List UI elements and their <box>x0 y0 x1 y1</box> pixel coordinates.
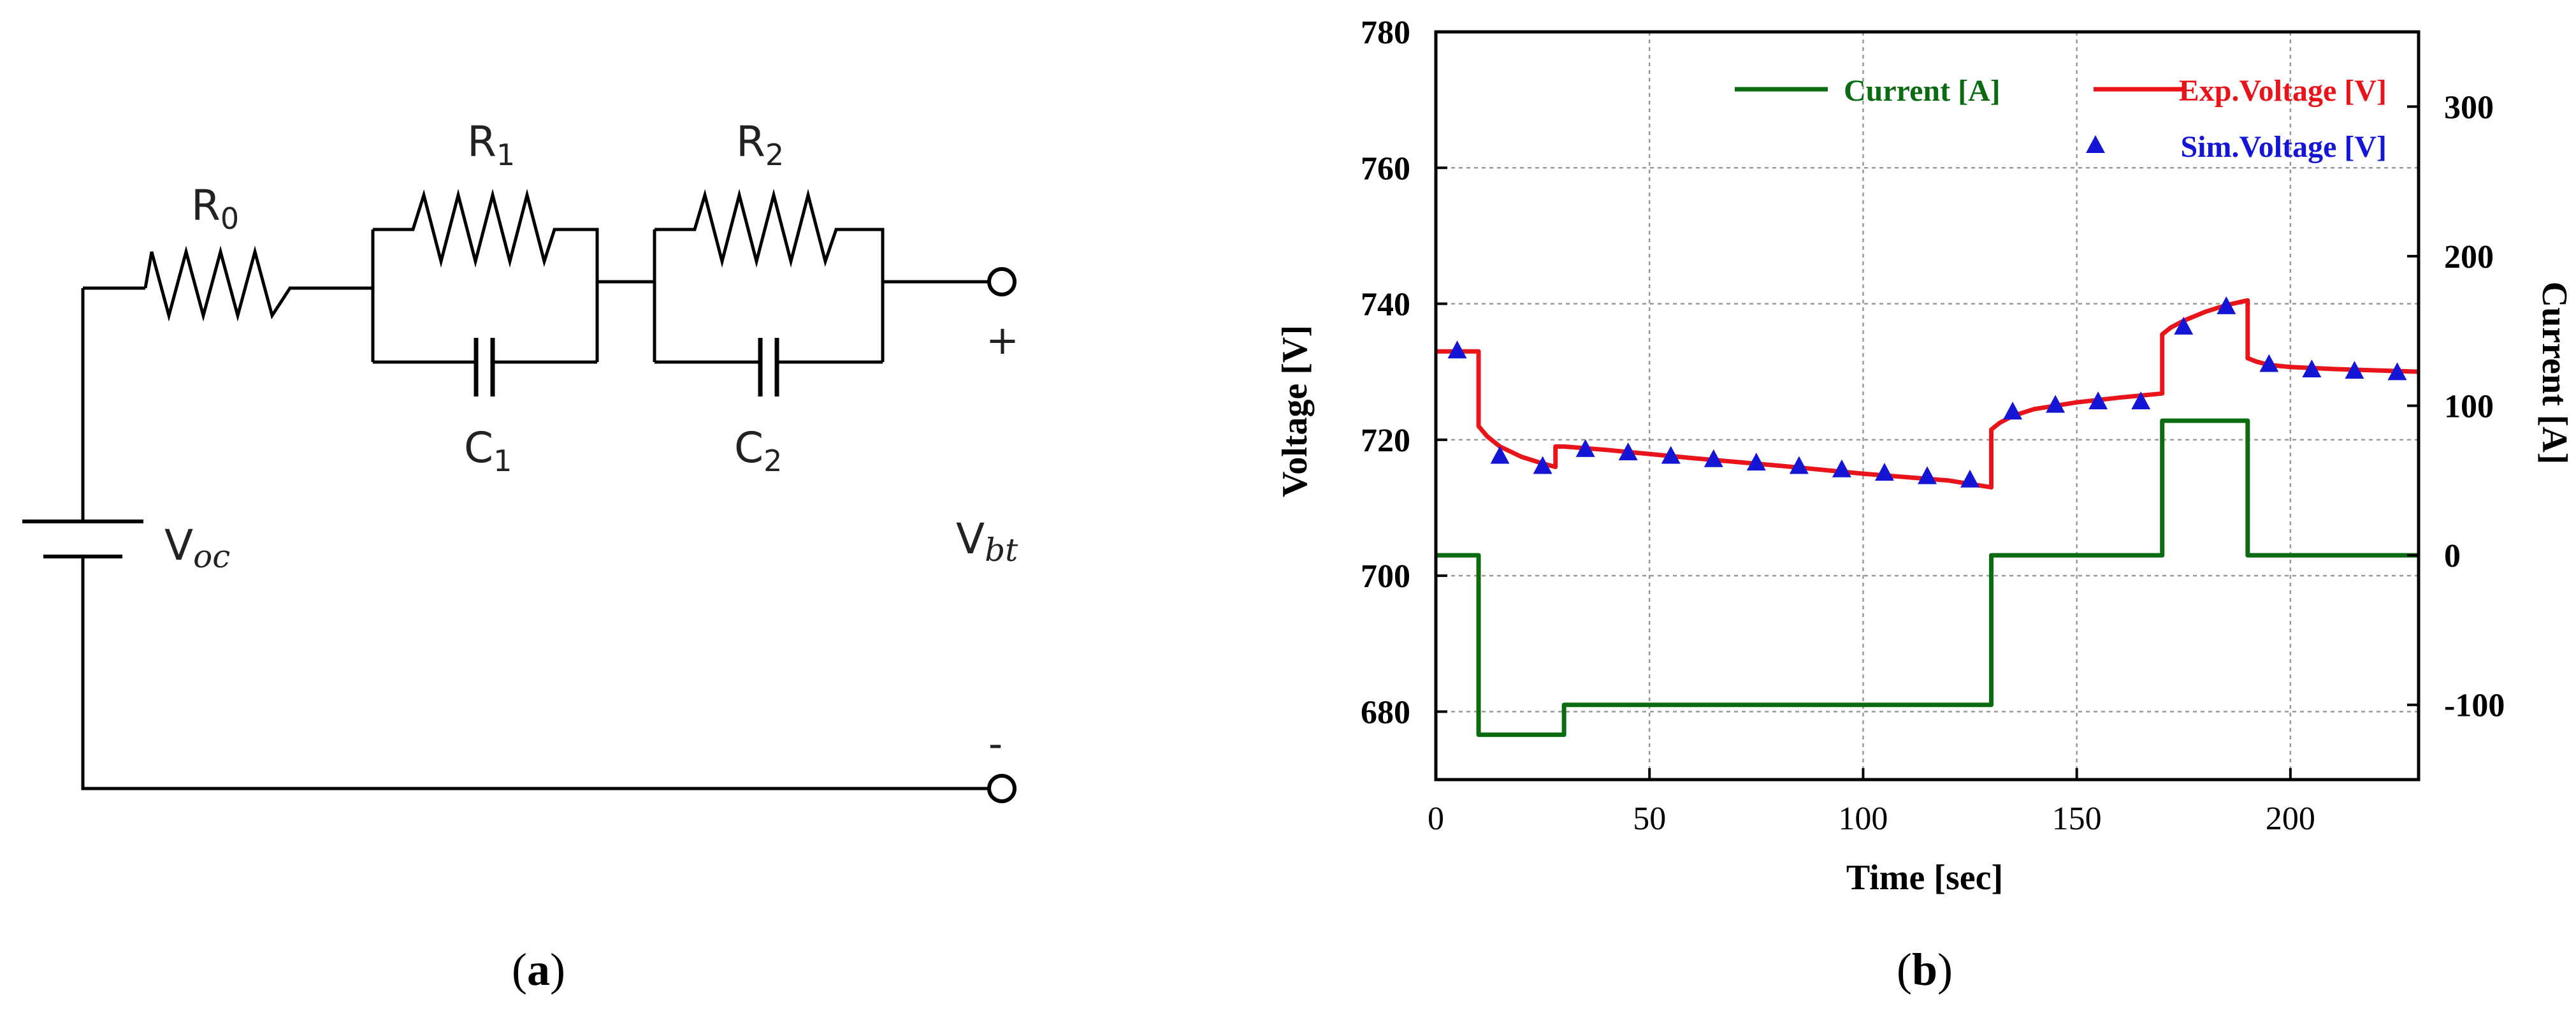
y-tick-label: 760 <box>1361 150 1410 187</box>
r2-c2-block <box>653 189 988 364</box>
sim-voltage-point <box>2088 391 2108 410</box>
sim-voltage-point <box>2259 354 2279 372</box>
sim-voltage-point <box>1832 459 1851 477</box>
series-current <box>1436 418 2419 738</box>
voc-label: Voc <box>164 521 230 575</box>
legend-current-label: Current [A] <box>1844 74 2001 108</box>
sim-voltage-point <box>1447 340 1467 359</box>
sim-voltage-point <box>1918 466 1937 484</box>
chart-legend: Current [A] Exp.Voltage [V] Sim.Voltage … <box>1735 74 2387 164</box>
y2-tick-label: 200 <box>2444 239 2494 275</box>
sim-voltage-point <box>1874 463 1894 481</box>
panel-b-caption: (b) <box>1897 944 1953 995</box>
series-exp-voltage <box>1436 298 2419 490</box>
sim-voltage-point <box>2131 391 2151 410</box>
y2-tick-label: 0 <box>2444 538 2461 574</box>
y-tick-label: 720 <box>1361 423 1410 459</box>
x-tick-label: 0 <box>1428 801 1444 837</box>
r1-label: R1 <box>467 117 515 172</box>
y-tick-label: 680 <box>1361 694 1410 731</box>
c1-capacitor-icon <box>474 338 495 396</box>
y-tick-label: 740 <box>1361 287 1410 323</box>
chart-gridlines <box>1436 32 2419 780</box>
panel-a-caption: (a) <box>512 944 565 995</box>
wire-left-top <box>81 286 145 521</box>
sim-voltage-point <box>2302 360 2322 378</box>
sim-voltage-point <box>1661 446 1681 464</box>
sim-voltage-point <box>2046 395 2066 413</box>
sim-voltage-point <box>1490 446 1510 464</box>
vbt-label: Vbt <box>956 514 1018 569</box>
minus-sign: - <box>988 720 1002 767</box>
c2-label: C2 <box>734 423 782 478</box>
r0-resistor-icon <box>143 245 373 322</box>
c2-capacitor-icon <box>758 338 779 396</box>
legend-exp-label: Exp.Voltage [V] <box>2179 74 2387 108</box>
x-axis-title: Time [sec] <box>1846 858 2003 898</box>
wire-bottom <box>81 556 988 790</box>
sim-voltage-point <box>2174 316 2194 335</box>
c1-label: C1 <box>464 423 512 478</box>
legend-sim-marker <box>2086 135 2105 153</box>
battery-icon <box>22 520 143 558</box>
sim-voltage-point <box>1789 456 1809 474</box>
y-tick-label: 700 <box>1361 558 1410 595</box>
y2-axis-title: Current [A] <box>2535 282 2574 465</box>
r2-label: R2 <box>736 117 784 172</box>
sim-voltage-point <box>2387 362 2407 381</box>
exp-voltage-line <box>1436 298 2419 490</box>
sim-voltage-point <box>2003 402 2023 420</box>
positive-terminal-icon <box>987 267 1017 296</box>
y-axis-title: Voltage [V] <box>1275 325 1315 497</box>
negative-terminal-icon <box>987 774 1017 803</box>
x-tick-label: 150 <box>2052 801 2102 837</box>
x-tick-label: 50 <box>1633 801 1666 837</box>
sim-voltage-point <box>2217 296 2236 314</box>
y2-tick-label: 300 <box>2444 89 2494 126</box>
sim-voltage-point <box>1704 449 1723 467</box>
sim-voltage-point <box>2345 361 2364 379</box>
sim-voltage-point <box>1575 439 1595 457</box>
y2-tick-label: -100 <box>2444 688 2505 724</box>
x-tick-label: 200 <box>2266 801 2315 837</box>
chart-tick-labels: 0 50 100 150 200 680 700 720 740 760 780 -100 0 100 20… <box>1361 15 2505 837</box>
y-tick-label: 780 <box>1361 15 1410 51</box>
x-tick-label: 100 <box>1838 801 1888 837</box>
circuit-diagram: R0 R1 R2 C1 C2 Voc Vbt + - <box>22 117 1019 803</box>
series-sim-voltage <box>1447 296 2407 488</box>
y2-tick-label: 100 <box>2444 389 2494 425</box>
r0-label: R0 <box>191 181 239 236</box>
sim-voltage-point <box>1746 453 1766 471</box>
voltage-current-chart: 0 50 100 150 200 680 700 720 740 760 780 -100 0 100 20… <box>1275 15 2574 898</box>
plus-sign: + <box>986 317 1019 363</box>
current-line <box>1436 418 2419 738</box>
legend-sim-label: Sim.Voltage [V] <box>2180 130 2387 164</box>
chart-ticks <box>1435 31 2419 780</box>
r1-c1-block <box>371 189 655 364</box>
sim-voltage-point <box>1618 442 1638 461</box>
sim-voltage-point <box>1533 456 1552 474</box>
sim-voltage-point <box>1960 469 1980 488</box>
